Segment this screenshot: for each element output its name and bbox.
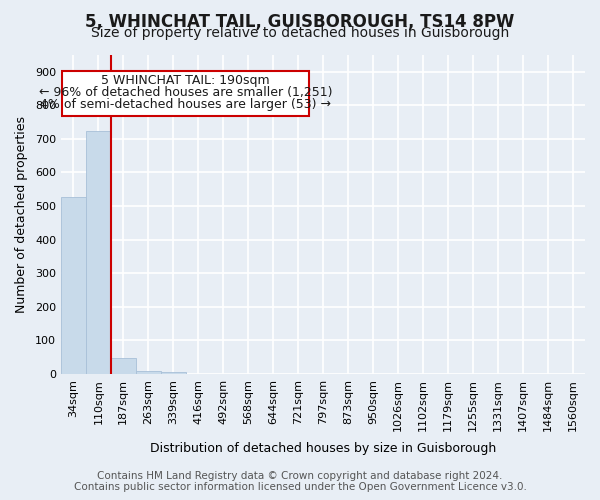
Text: 5, WHINCHAT TAIL, GUISBOROUGH, TS14 8PW: 5, WHINCHAT TAIL, GUISBOROUGH, TS14 8PW [85, 12, 515, 30]
Bar [111, 358, 136, 374]
Bar [136, 371, 161, 374]
X-axis label: Distribution of detached houses by size in Guisborough: Distribution of detached houses by size … [150, 442, 496, 455]
FancyBboxPatch shape [62, 71, 309, 116]
Text: Contains HM Land Registry data © Crown copyright and database right 2024.
Contai: Contains HM Land Registry data © Crown c… [74, 471, 526, 492]
Bar [86, 131, 111, 374]
Text: ← 96% of detached houses are smaller (1,251): ← 96% of detached houses are smaller (1,… [39, 86, 332, 99]
Y-axis label: Number of detached properties: Number of detached properties [15, 116, 28, 313]
Bar [161, 372, 186, 374]
Text: 4% of semi-detached houses are larger (53) →: 4% of semi-detached houses are larger (5… [40, 98, 331, 110]
Text: Size of property relative to detached houses in Guisborough: Size of property relative to detached ho… [91, 26, 509, 40]
Text: 5 WHINCHAT TAIL: 190sqm: 5 WHINCHAT TAIL: 190sqm [101, 74, 270, 87]
Bar [61, 197, 86, 374]
